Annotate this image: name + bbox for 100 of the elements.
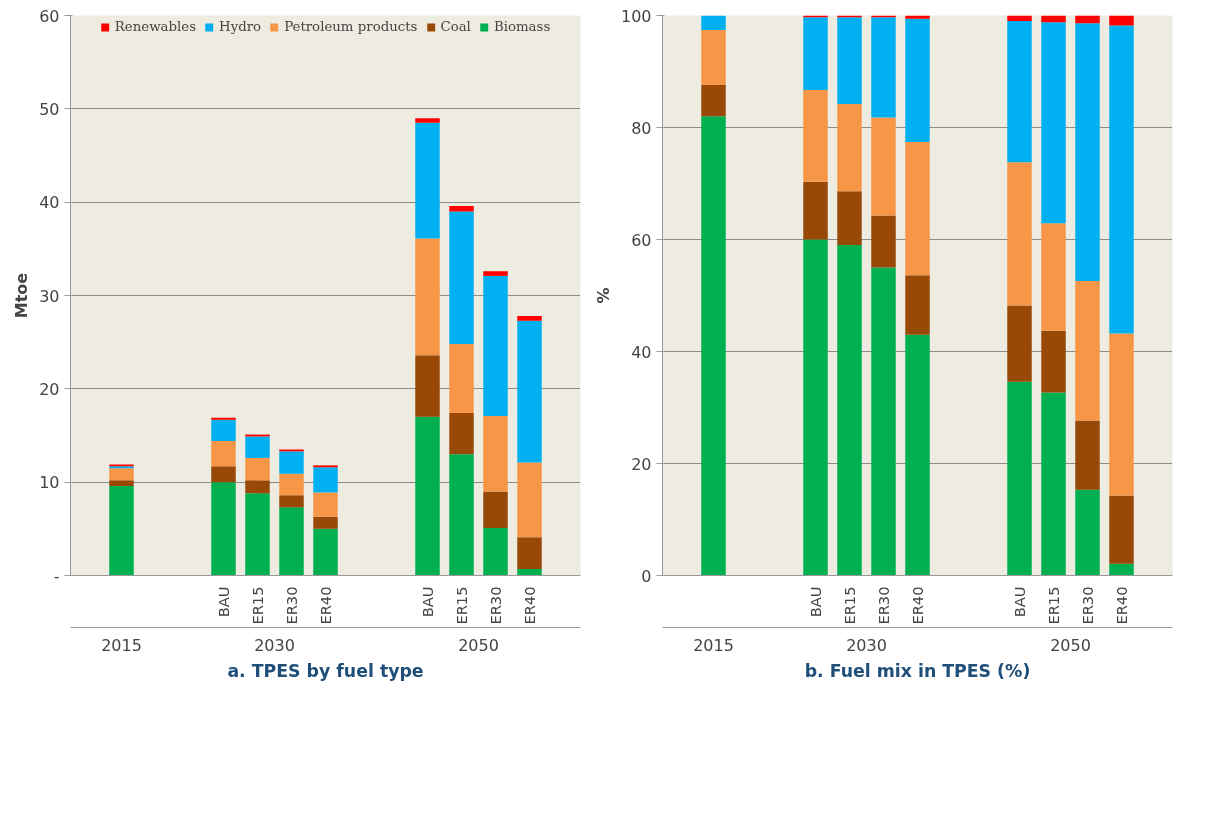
bar — [1007, 305, 1032, 382]
y-tick-label: 60 — [631, 230, 652, 250]
bar — [701, 15, 726, 31]
bar — [279, 473, 304, 496]
bar — [1007, 381, 1032, 576]
bar — [483, 527, 508, 576]
bar — [313, 516, 338, 529]
bar — [517, 537, 542, 569]
y-axis-title: Mtoe — [12, 272, 32, 319]
legend-label: Coal — [440, 19, 471, 34]
bar — [1109, 333, 1134, 496]
bar — [415, 118, 440, 123]
bar — [517, 316, 542, 321]
text: 2030 — [846, 635, 887, 655]
bar — [109, 468, 134, 481]
bar — [449, 344, 474, 414]
y-tick-label: 10 — [39, 473, 60, 493]
bar — [803, 239, 828, 576]
text: a. TPES by fuel type — [227, 660, 424, 681]
bar — [1109, 25, 1134, 334]
bar — [245, 493, 270, 576]
x-tick-label: ER15 — [841, 586, 858, 625]
legend-label: Hydro — [219, 19, 262, 34]
bar — [837, 191, 862, 246]
bar — [701, 84, 726, 117]
bar — [517, 320, 542, 463]
bar — [415, 238, 440, 356]
bar — [211, 441, 236, 467]
bar — [1007, 162, 1032, 306]
x-tick-label: ER15 — [249, 586, 266, 625]
bar — [211, 482, 236, 576]
x-tick-label: BAU — [1011, 586, 1028, 618]
bar — [905, 18, 930, 143]
bar — [415, 416, 440, 576]
y-tick-label: 40 — [631, 342, 652, 362]
bar — [837, 17, 862, 104]
bar — [871, 267, 896, 576]
x-tick-label: ER40 — [909, 586, 926, 625]
bar — [483, 415, 508, 492]
bar — [1109, 15, 1134, 26]
y-axis-title: % — [593, 287, 613, 304]
y-tick-label: 0 — [641, 566, 652, 586]
bar — [483, 491, 508, 528]
x-tick-label: BAU — [419, 586, 436, 618]
bar — [415, 355, 440, 417]
bar — [279, 451, 304, 474]
bar — [211, 466, 236, 483]
bar — [109, 485, 134, 576]
legend-label: Renewables — [114, 19, 197, 34]
bar — [871, 17, 896, 118]
x-tick-label: ER30 — [283, 586, 300, 625]
y-tick-label: 50 — [39, 99, 60, 119]
y-tick-label: 80 — [631, 118, 652, 138]
bar — [1109, 563, 1134, 576]
bar — [483, 271, 508, 276]
bar — [313, 492, 338, 517]
bar — [449, 454, 474, 576]
y-tick-label: 20 — [39, 379, 60, 399]
bar — [871, 215, 896, 268]
bar — [905, 275, 930, 335]
bar — [1041, 392, 1066, 576]
bar — [905, 15, 930, 19]
x-tick-label: ER30 — [1079, 586, 1096, 625]
bar — [517, 568, 542, 576]
bar — [837, 245, 862, 576]
bar — [1041, 15, 1066, 23]
bar — [1075, 420, 1100, 490]
bar — [1041, 223, 1066, 331]
bar — [245, 480, 270, 494]
bar — [279, 495, 304, 508]
bar — [1075, 489, 1100, 576]
bar — [803, 89, 828, 182]
bar — [517, 462, 542, 538]
bar — [415, 122, 440, 239]
x-tick-label: ER40 — [317, 586, 334, 625]
x-tick-label: ER15 — [453, 586, 470, 625]
y-tick-label: 40 — [39, 193, 60, 213]
text: 2015 — [693, 635, 734, 655]
x-tick-label: ER15 — [1045, 586, 1062, 625]
text: 2015 — [101, 635, 142, 655]
text: b. Fuel mix in TPES (%) — [804, 660, 1031, 681]
bar — [1007, 15, 1032, 22]
bar — [701, 30, 726, 85]
bar — [245, 457, 270, 481]
bar — [483, 275, 508, 416]
bar — [701, 116, 726, 576]
text: 2030 — [254, 635, 295, 655]
bar — [803, 181, 828, 240]
x-tick-label: BAU — [807, 586, 824, 618]
bar — [313, 467, 338, 493]
bar — [1041, 22, 1066, 224]
x-tick-label: ER40 — [521, 586, 538, 625]
bar — [1075, 23, 1100, 281]
bar — [803, 17, 828, 90]
y-tick-label: 100 — [620, 6, 652, 26]
bar — [313, 528, 338, 576]
y-tick-label: 60 — [39, 6, 60, 26]
y-tick-label: 30 — [39, 286, 60, 306]
bar — [1075, 15, 1100, 24]
bar — [1075, 280, 1100, 421]
